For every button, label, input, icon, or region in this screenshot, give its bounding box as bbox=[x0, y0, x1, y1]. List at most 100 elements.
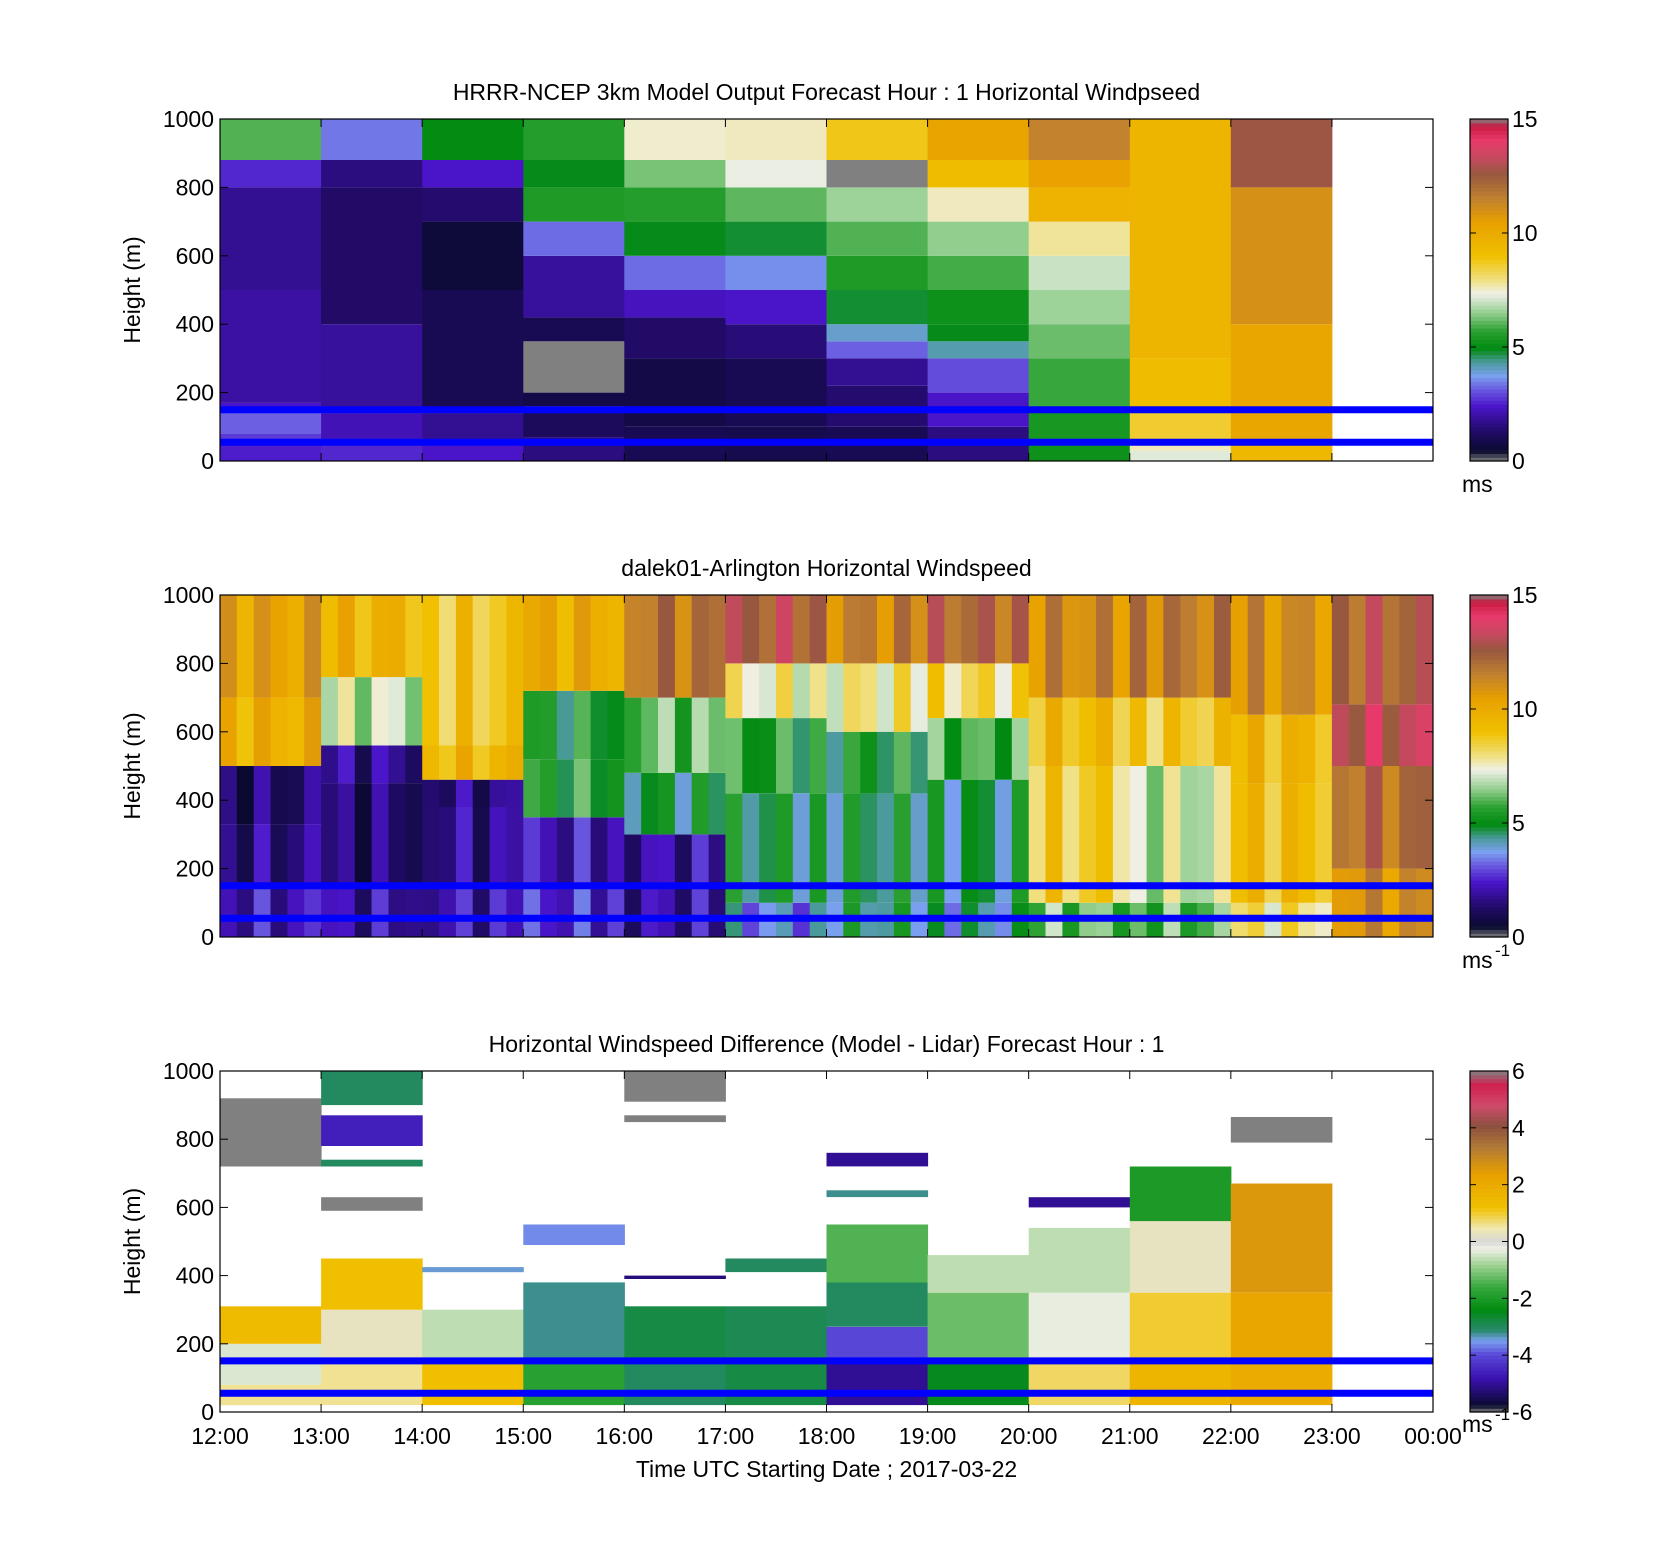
colorbar-strip bbox=[1470, 636, 1508, 642]
colorbar-strip bbox=[1470, 198, 1508, 204]
heatmap-cell bbox=[674, 885, 693, 937]
heatmap-cell bbox=[691, 834, 709, 886]
colorbar-strip bbox=[1470, 1184, 1508, 1190]
heatmap-cell bbox=[1011, 779, 1030, 903]
heatmap-cell bbox=[1028, 187, 1131, 222]
heatmap-cell bbox=[405, 783, 423, 886]
colorbar-strip bbox=[1470, 210, 1508, 215]
heatmap-cell bbox=[321, 885, 339, 937]
heatmap-cell bbox=[1247, 714, 1265, 784]
colorbar-tick-label: 10 bbox=[1512, 696, 1538, 722]
heatmap-cell bbox=[1230, 1292, 1333, 1361]
colorbar-strip bbox=[1470, 328, 1508, 333]
heatmap-cell bbox=[1214, 697, 1232, 766]
colorbar-strip bbox=[1470, 453, 1508, 458]
colorbar-strip bbox=[1470, 385, 1508, 390]
colorbar-strip bbox=[1470, 1180, 1508, 1186]
y-tick-label: 600 bbox=[176, 243, 214, 269]
colorbar-strip bbox=[1470, 134, 1508, 139]
y-tick-label: 600 bbox=[176, 1194, 214, 1220]
colorbar-tick-label: -6 bbox=[1512, 1399, 1532, 1425]
heatmap-cell bbox=[995, 779, 1013, 903]
heatmap-cell bbox=[927, 1360, 1030, 1406]
colorbar-strip bbox=[1470, 138, 1508, 143]
heatmap-cell bbox=[321, 1309, 423, 1361]
heatmap-cell bbox=[1096, 697, 1114, 766]
heatmap-cell bbox=[725, 119, 827, 160]
colorbar-strip bbox=[1470, 1347, 1508, 1352]
colorbar-strip bbox=[1470, 1324, 1508, 1330]
colorbar-strip bbox=[1470, 663, 1508, 668]
heatmap-cell bbox=[607, 690, 625, 760]
heatmap-cell bbox=[422, 885, 440, 937]
colorbar-unit-exponent: -1 bbox=[1495, 1405, 1510, 1424]
heatmap-cell bbox=[422, 1360, 524, 1406]
heatmap-cell bbox=[658, 595, 676, 698]
colorbar-strip bbox=[1470, 1389, 1508, 1394]
colorbar-strip bbox=[1470, 1275, 1508, 1280]
x-tick-label: 21:00 bbox=[1101, 1423, 1159, 1449]
heatmap-cell bbox=[523, 1282, 625, 1361]
heatmap-cell bbox=[371, 745, 389, 784]
heatmap-cell bbox=[422, 595, 440, 746]
heatmap-cell bbox=[590, 759, 608, 818]
colorbar-strip bbox=[1470, 1393, 1508, 1398]
colorbar-strip bbox=[1470, 617, 1508, 623]
colorbar-strip bbox=[1470, 800, 1508, 805]
heatmap-cell bbox=[1399, 868, 1417, 937]
colorbar-strip bbox=[1470, 1237, 1508, 1243]
heatmap-cell bbox=[220, 766, 238, 825]
heatmap-cell bbox=[540, 885, 558, 937]
colorbar-strip bbox=[1470, 709, 1508, 714]
colorbar-tick-label: -2 bbox=[1512, 1285, 1532, 1311]
heatmap-cell bbox=[236, 824, 255, 886]
heatmap-cell bbox=[759, 595, 777, 664]
heatmap-cell bbox=[1315, 714, 1333, 784]
colorbar-strip bbox=[1470, 400, 1508, 405]
heatmap-cell bbox=[523, 255, 625, 318]
heatmap-cell bbox=[927, 221, 1030, 256]
y-tick-label: 1000 bbox=[163, 582, 214, 608]
heatmap-cell bbox=[1399, 704, 1417, 766]
colorbar-strip bbox=[1470, 145, 1508, 150]
heatmap-cell bbox=[337, 885, 356, 937]
heatmap-cell bbox=[978, 718, 996, 780]
heatmap-cell bbox=[1214, 595, 1232, 698]
heatmap-cell bbox=[321, 1159, 423, 1167]
heatmap-cell bbox=[220, 697, 238, 766]
colorbar-strip bbox=[1470, 426, 1508, 432]
heatmap-cell bbox=[540, 595, 558, 691]
heatmap-cell bbox=[489, 779, 507, 808]
heatmap-cell bbox=[826, 187, 929, 222]
heatmap-cell bbox=[860, 731, 878, 794]
heatmap-cell bbox=[1062, 595, 1080, 698]
colorbar-strip bbox=[1470, 1317, 1508, 1322]
heatmap-cell bbox=[405, 595, 423, 678]
heatmap-cell bbox=[893, 595, 912, 664]
colorbar-strip bbox=[1470, 1252, 1508, 1258]
colorbar-strip bbox=[1470, 350, 1508, 356]
colorbar-tick-label: 2 bbox=[1512, 1172, 1525, 1198]
heatmap-cell bbox=[624, 187, 726, 222]
colorbar-strip bbox=[1470, 602, 1508, 607]
heatmap-cell bbox=[236, 697, 255, 766]
colorbar-strip bbox=[1470, 849, 1508, 854]
heatmap-cell bbox=[321, 160, 423, 188]
y-tick-label: 400 bbox=[176, 787, 214, 813]
colorbar-strip bbox=[1470, 1362, 1508, 1368]
colorbar-strip bbox=[1470, 297, 1508, 302]
colorbar-strip bbox=[1470, 743, 1508, 748]
heatmap-cell bbox=[270, 766, 288, 825]
heatmap-cell bbox=[826, 290, 929, 325]
y-tick-label: 400 bbox=[176, 1263, 214, 1289]
heatmap-cell bbox=[759, 663, 777, 719]
heatmap-cell bbox=[1315, 783, 1333, 903]
y-tick-label: 200 bbox=[176, 856, 214, 882]
heatmap-cell bbox=[624, 317, 726, 359]
colorbar-strip bbox=[1470, 324, 1508, 329]
colorbar-strip bbox=[1470, 815, 1508, 820]
heatmap-cell bbox=[1247, 783, 1265, 903]
heatmap-cell bbox=[1247, 595, 1265, 715]
colorbar-strip bbox=[1470, 1355, 1508, 1360]
heatmap-cell bbox=[1331, 766, 1350, 869]
